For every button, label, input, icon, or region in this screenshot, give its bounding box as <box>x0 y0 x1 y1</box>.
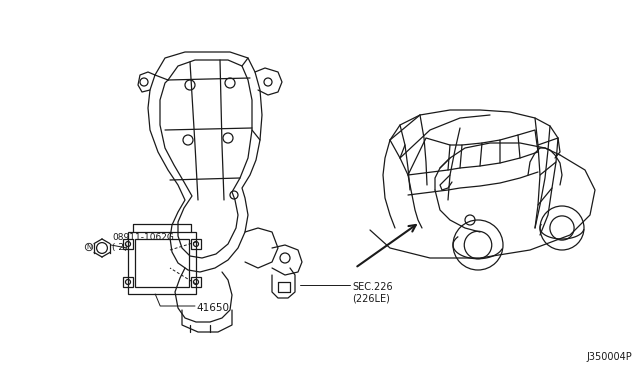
Text: 08911-1062G
( 2): 08911-1062G ( 2) <box>112 233 174 252</box>
Bar <box>135 239 189 287</box>
Bar <box>123 277 133 287</box>
Bar <box>191 277 201 287</box>
Bar <box>123 239 133 249</box>
Text: 41650: 41650 <box>196 303 229 313</box>
Bar <box>191 239 201 249</box>
Bar <box>128 232 196 294</box>
Text: SEC.226
(226LE): SEC.226 (226LE) <box>352 282 392 304</box>
Text: J350004P: J350004P <box>586 352 632 362</box>
Text: N: N <box>86 244 92 250</box>
